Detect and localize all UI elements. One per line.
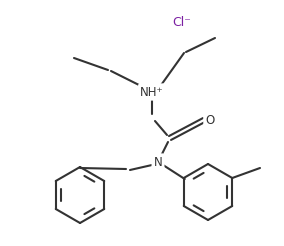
Text: NH⁺: NH⁺ xyxy=(140,86,164,98)
Text: Cl⁻: Cl⁻ xyxy=(173,15,191,29)
Text: O: O xyxy=(205,113,215,126)
Text: N: N xyxy=(154,155,162,169)
